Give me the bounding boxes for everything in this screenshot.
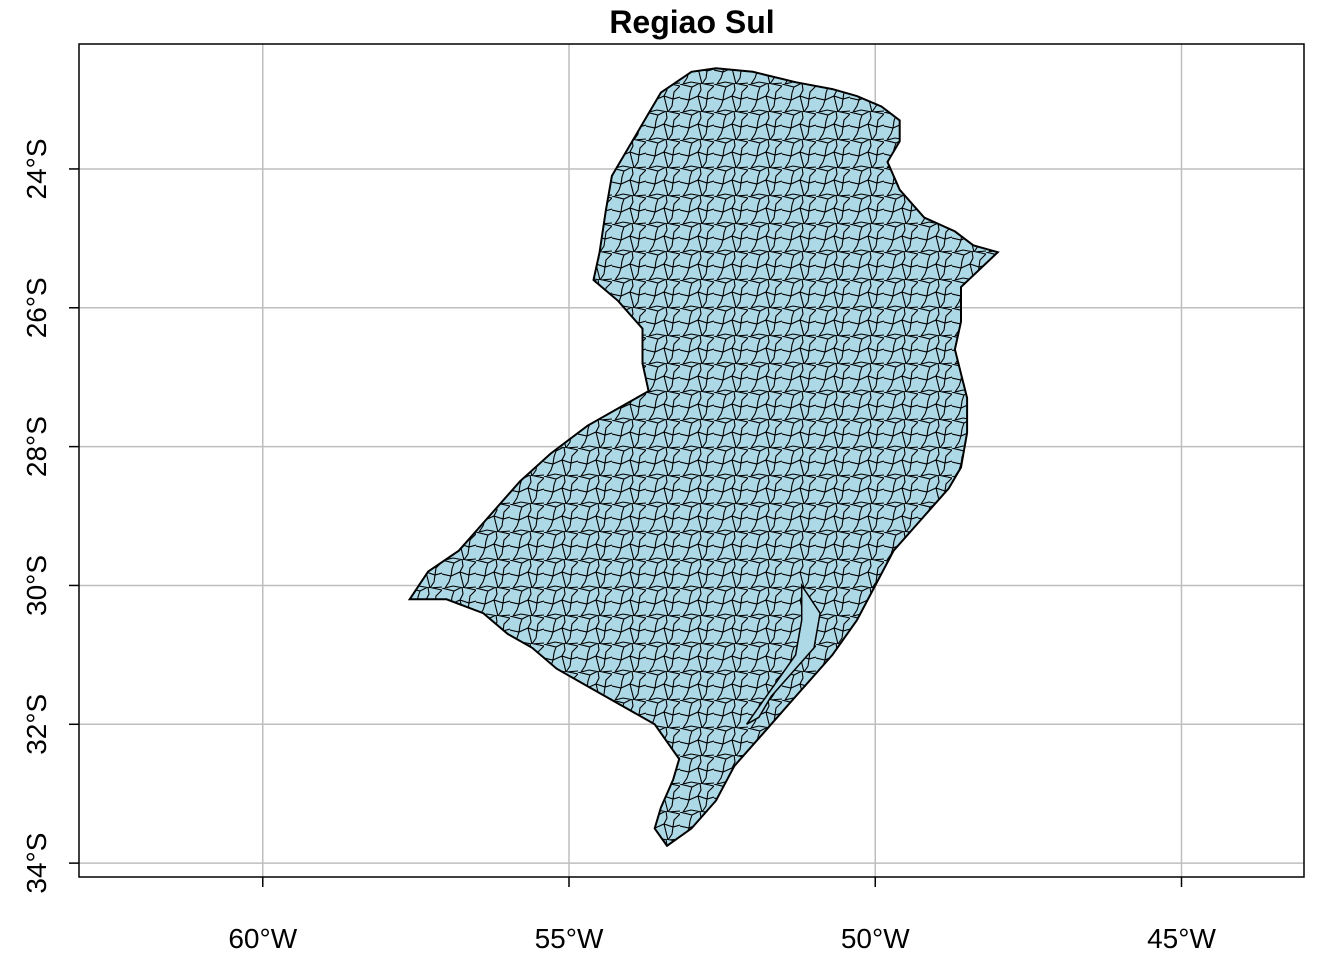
y-tick-label-2: 28°S (21, 416, 52, 477)
y-tick-label-3: 30°S (21, 555, 52, 616)
x-tick-label-2: 50°W (841, 923, 910, 954)
region-border (407, 67, 1000, 848)
lagoa-dos-patos (745, 582, 821, 725)
plot-frame (78, 43, 1305, 878)
axis-layer: 60°W 55°W 50°W 45°W 24°S 26°S 28°S 30°S 32°S 34°S (21, 138, 1216, 954)
y-tick-label-0: 24°S (21, 138, 52, 199)
x-tick-label-3: 45°W (1147, 923, 1216, 954)
map-title: Regiao Sul (609, 4, 775, 40)
x-tick-label-1: 55°W (535, 923, 604, 954)
y-tick-label-5: 34°S (21, 833, 52, 894)
x-tick-label-0: 60°W (228, 923, 297, 954)
y-tick-label-4: 32°S (21, 694, 52, 755)
y-tick-label-1: 26°S (21, 277, 52, 338)
